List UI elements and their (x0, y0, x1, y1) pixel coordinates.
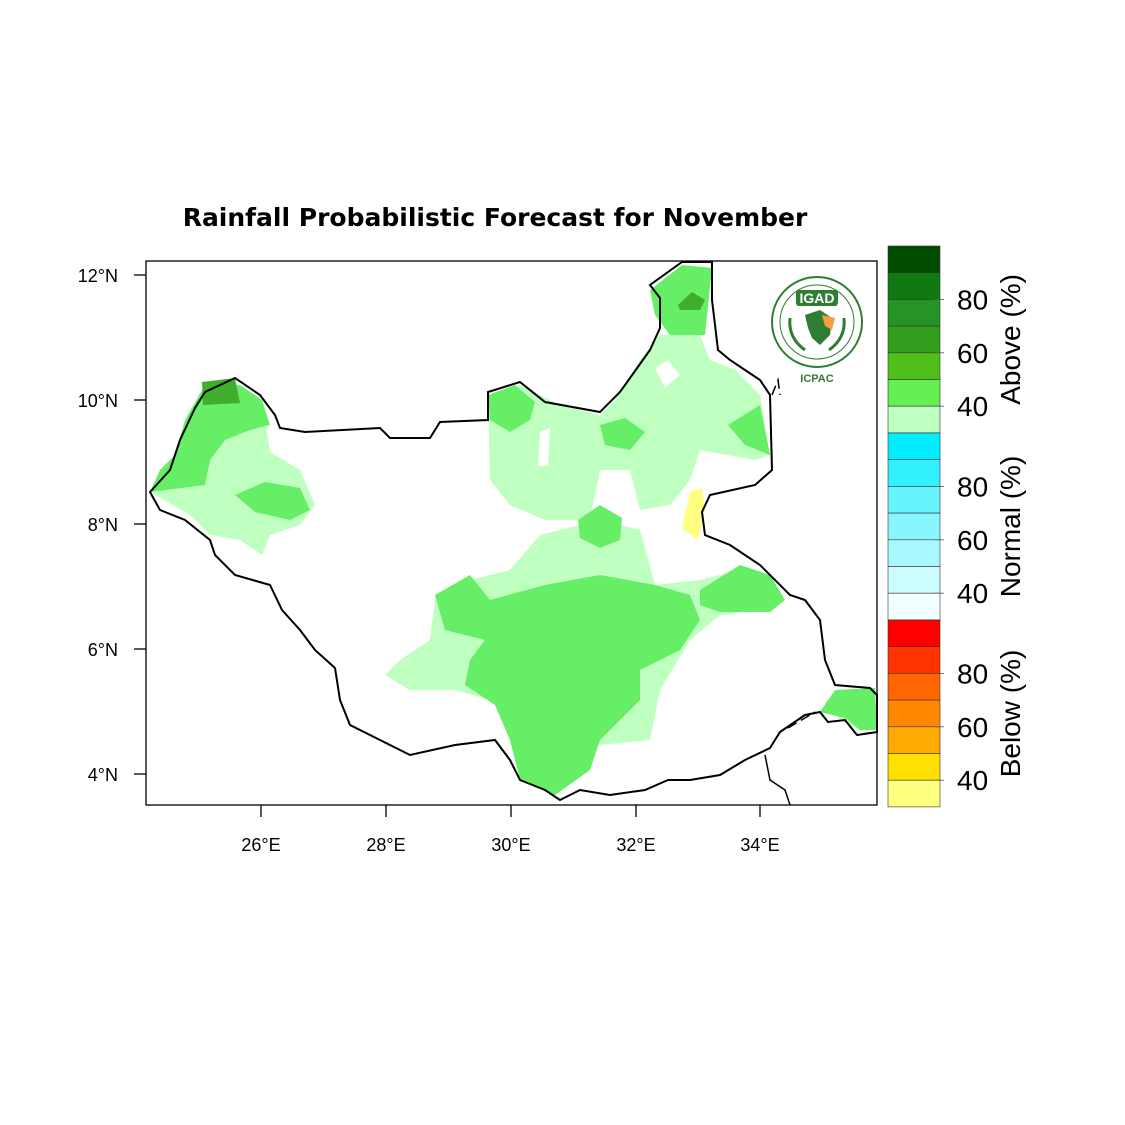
above-50-north-blob2 (600, 418, 645, 450)
above-60-north (678, 292, 705, 310)
colorbar-cell (887, 405, 941, 434)
north-hole (655, 360, 680, 388)
below-40-east-patch (682, 488, 705, 540)
igad-logo: IGAD ICPAC (771, 276, 863, 385)
colorbar-cell (887, 379, 941, 407)
colorbar-tick-label: 40 (957, 391, 988, 422)
colorbar-cell (887, 299, 941, 327)
colorbar-cell (887, 512, 941, 541)
lon-tick-label: 26°E (241, 835, 280, 855)
colorbar-tick-label: 80 (957, 471, 988, 502)
colorbar-cell (887, 272, 941, 300)
colorbar-category-label: Above (%) (995, 274, 1026, 405)
colorbar-category-label: Below (%) (995, 650, 1026, 778)
above-50-north-blob (488, 385, 535, 432)
colorbar-cell (887, 673, 941, 701)
colorbar-cell (887, 566, 941, 594)
colorbar-cell (887, 432, 941, 461)
south-border-extension (764, 754, 791, 806)
colorbar-cell (887, 459, 941, 487)
colorbar-cell (887, 619, 941, 648)
colorbar-tick-label: 60 (957, 338, 988, 369)
southeast-dashed-border (787, 711, 816, 729)
above-50-south (435, 575, 700, 795)
colorbar-cell (887, 325, 941, 354)
colorbar-cell (887, 779, 941, 808)
forecast-layer (150, 265, 877, 795)
colorbar-tick-label: 60 (957, 712, 988, 743)
north-hole-2 (538, 428, 550, 466)
colorbar-cell (887, 753, 941, 781)
country-border (148, 261, 878, 802)
colorbar-cell (887, 539, 941, 567)
lat-tick-label: 6°N (88, 640, 118, 660)
latitude-axis: 12°N 10°N 8°N 6°N 4°N (78, 266, 146, 785)
lat-tick-label: 8°N (88, 515, 118, 535)
svg-text:ICPAC: ICPAC (800, 373, 833, 385)
colorbar-cell (887, 245, 941, 274)
colorbar-cell (887, 646, 941, 674)
map-title: Rainfall Probabilistic Forecast for Nove… (182, 203, 808, 232)
colorbar-cell (887, 592, 941, 621)
above-50-east (700, 565, 785, 612)
lon-tick-label: 30°E (491, 835, 530, 855)
colorbar-cell (887, 486, 941, 514)
above-50-northeast (728, 405, 770, 455)
above-50-west (150, 385, 270, 492)
colorbar-cell (887, 726, 941, 754)
above-60-northwest (202, 378, 240, 405)
colorbar-tick-label: 40 (957, 578, 988, 609)
above-50-west-blob (235, 482, 310, 520)
above-50-southeast (820, 688, 877, 730)
lon-tick-label: 32°E (616, 835, 655, 855)
lon-tick-label: 34°E (740, 835, 779, 855)
colorbar-tick-label: 40 (957, 765, 988, 796)
lat-tick-label: 10°N (78, 391, 118, 411)
lat-tick-label: 4°N (88, 765, 118, 785)
lat-tick-label: 12°N (78, 266, 118, 286)
colorbar-category-label: Normal (%) (995, 456, 1026, 598)
colorbar-tick-label: 80 (957, 284, 988, 315)
above-50-central-blob (578, 505, 622, 548)
longitude-axis: 26°E 28°E 30°E 32°E 34°E (241, 805, 780, 855)
east-dashed-border (771, 377, 781, 396)
colorbar-tick-label: 60 (957, 525, 988, 556)
colorbar-tick-label: 80 (957, 658, 988, 689)
colorbar-cell (887, 699, 941, 728)
above-50-northtip (650, 265, 712, 335)
lon-tick-label: 28°E (366, 835, 405, 855)
colorbar-cell (887, 352, 941, 380)
svg-text:IGAD: IGAD (800, 290, 835, 306)
